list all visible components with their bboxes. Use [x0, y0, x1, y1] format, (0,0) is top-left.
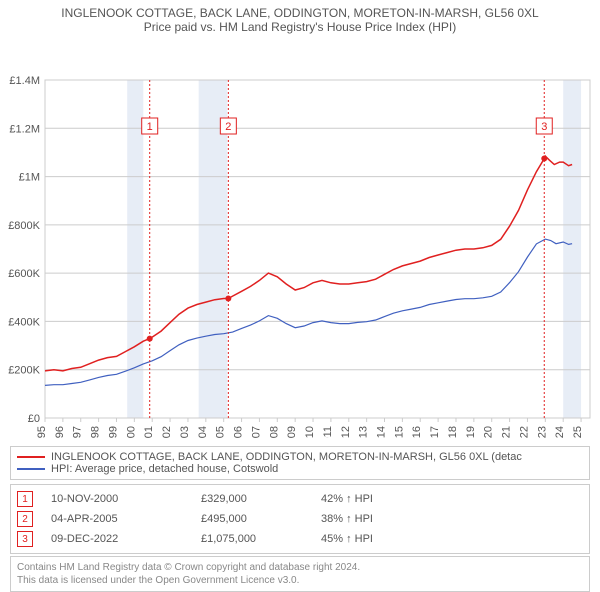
x-axis-label: 2004: [197, 426, 209, 438]
chart-container: INGLENOOK COTTAGE, BACK LANE, ODDINGTON,…: [0, 0, 600, 590]
x-axis-label: 2006: [233, 426, 245, 438]
transaction-pct-vs-hpi: 45% ↑ HPI: [321, 533, 373, 545]
x-axis-label: 2007: [250, 426, 262, 438]
x-axis-label: 1995: [36, 426, 48, 438]
transaction-price: £1,075,000: [201, 533, 321, 545]
x-axis-label: 1999: [107, 426, 119, 438]
chart-title-2: Price paid vs. HM Land Registry's House …: [0, 20, 600, 38]
legend-row: HPI: Average price, detached house, Cots…: [17, 463, 583, 475]
x-axis-label: 2009: [286, 426, 298, 438]
x-axis-label: 2000: [125, 426, 137, 438]
x-axis-label: 2018: [447, 426, 459, 438]
x-axis-label: 1997: [72, 426, 84, 438]
transaction-date: 09-DEC-2022: [51, 533, 201, 545]
x-axis-label: 2017: [429, 426, 441, 438]
y-axis-label: £400K: [8, 316, 40, 328]
x-axis-label: 1996: [54, 426, 66, 438]
transaction-row: 2 04-APR-2005£495,00038% ↑ HPI: [17, 509, 583, 529]
transaction-marker: 2: [17, 511, 33, 527]
marker-dot: [147, 336, 153, 342]
x-axis-label: 2013: [358, 426, 370, 438]
x-axis-label: 2025: [572, 426, 584, 438]
legend-swatch: [17, 468, 45, 470]
series-property: [45, 156, 572, 371]
marker-dot: [541, 155, 547, 161]
transaction-row: 3 09-DEC-2022£1,075,00045% ↑ HPI: [17, 529, 583, 549]
transaction-date: 10-NOV-2000: [51, 493, 201, 505]
x-axis-label: 2011: [322, 426, 334, 438]
x-axis-label: 2020: [483, 426, 495, 438]
x-axis-label: 2023: [536, 426, 548, 438]
y-axis-label: £600K: [8, 268, 40, 280]
x-axis-label: 2001: [143, 426, 155, 438]
transactions-table: 1 10-NOV-2000£329,00042% ↑ HPI 2 04-APR-200…: [10, 484, 590, 554]
x-axis-label: 1998: [90, 426, 102, 438]
chart-area: INGLENOOK COTTAGE, BACK LANE, ODDINGTON,…: [0, 0, 600, 440]
x-axis-label: 2010: [304, 426, 316, 438]
x-axis-label: 2019: [465, 426, 477, 438]
x-axis-label: 2015: [393, 426, 405, 438]
y-axis-label: £1.4M: [9, 75, 40, 87]
transaction-marker: 3: [17, 531, 33, 547]
x-axis-label: 2005: [215, 426, 227, 438]
transaction-pct-vs-hpi: 38% ↑ HPI: [321, 513, 373, 525]
y-axis-label: £800K: [8, 220, 40, 232]
recession-band: [563, 80, 581, 418]
x-axis-label: 2003: [179, 426, 191, 438]
marker-number: 3: [541, 121, 547, 133]
x-axis-label: 2021: [501, 426, 513, 438]
chart-svg: £0 £200K £400K £600K £800K £1M £1.2M £1.4M 1995 1…: [0, 38, 600, 438]
y-axis-label: £1.2M: [9, 123, 40, 135]
x-axis-label: 2024: [554, 426, 566, 438]
transaction-price: £495,000: [201, 513, 321, 525]
x-axis-label: 2022: [518, 426, 530, 438]
x-axis-label: 2002: [161, 426, 173, 438]
y-axis-label: £200K: [8, 365, 40, 377]
footer-line-2: This data is licensed under the Open Gov…: [17, 574, 583, 587]
transaction-marker: 1: [17, 491, 33, 507]
y-axis-label: £0: [28, 413, 40, 425]
legend: INGLENOOK COTTAGE, BACK LANE, ODDINGTON,…: [10, 446, 590, 480]
series-hpi: [45, 239, 572, 385]
marker-number: 2: [225, 121, 231, 133]
transaction-pct-vs-hpi: 42% ↑ HPI: [321, 493, 373, 505]
transaction-row: 1 10-NOV-2000£329,00042% ↑ HPI: [17, 489, 583, 509]
x-axis-label: 2012: [340, 426, 352, 438]
transaction-price: £329,000: [201, 493, 321, 505]
legend-label: HPI: Average price, detached house, Cots…: [51, 463, 278, 475]
marker-number: 1: [147, 121, 153, 133]
marker-dot: [225, 295, 231, 301]
x-axis-label: 2008: [268, 426, 280, 438]
legend-row: INGLENOOK COTTAGE, BACK LANE, ODDINGTON,…: [17, 451, 583, 463]
chart-title-1: INGLENOOK COTTAGE, BACK LANE, ODDINGTON,…: [0, 0, 600, 20]
legend-label: INGLENOOK COTTAGE, BACK LANE, ODDINGTON,…: [51, 451, 522, 463]
legend-swatch: [17, 456, 45, 458]
footer-line-1: Contains HM Land Registry data © Crown c…: [17, 561, 583, 574]
x-axis-label: 2014: [376, 426, 388, 438]
y-axis-label: £1M: [19, 172, 40, 184]
transaction-date: 04-APR-2005: [51, 513, 201, 525]
x-axis-label: 2016: [411, 426, 423, 438]
attribution-footer: Contains HM Land Registry data © Crown c…: [10, 556, 590, 592]
